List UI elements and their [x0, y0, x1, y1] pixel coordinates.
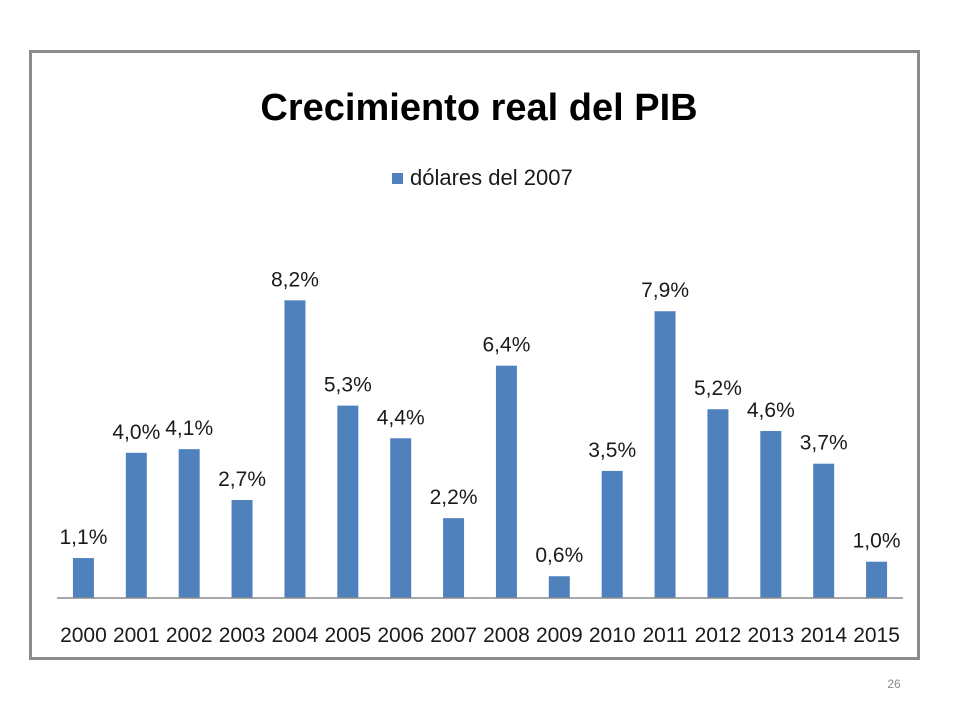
x-tick-2001: 2001 [113, 624, 160, 647]
x-tick-2004: 2004 [272, 624, 319, 647]
slide-number: 26 [887, 677, 901, 691]
bar-chart: Crecimiento real del PIB dólares del 200… [57, 87, 903, 647]
bar-2003 [231, 499, 253, 598]
x-tick-2002: 2002 [166, 624, 213, 647]
chart-frame: Crecimiento real del PIB dólares del 200… [29, 50, 920, 660]
bar-2011 [654, 311, 676, 598]
x-tick-2005: 2005 [324, 624, 371, 647]
data-label-2011: 7,9% [641, 279, 689, 302]
x-tick-2015: 2015 [853, 624, 900, 647]
x-tick-2008: 2008 [483, 624, 530, 647]
bar-2009 [548, 576, 570, 598]
data-label-2010: 3,5% [588, 439, 636, 462]
x-tick-2009: 2009 [536, 624, 583, 647]
bar-2008 [495, 365, 517, 598]
x-tick-2000: 2000 [60, 624, 107, 647]
data-label-2015: 1,0% [853, 530, 901, 553]
bar-2005 [337, 405, 359, 598]
bar-2015 [866, 561, 888, 598]
data-label-2012: 5,2% [694, 377, 742, 400]
data-label-2013: 4,6% [747, 399, 795, 422]
bar-2002 [178, 449, 200, 598]
bar-2006 [390, 438, 412, 598]
bar-2001 [125, 452, 147, 598]
data-label-2009: 0,6% [535, 544, 583, 567]
data-label-2002: 4,1% [165, 417, 213, 440]
data-labels: 1,1% 4,0% 4,1% 2,7% 8,2% 5,3%4,4% 2,2% 6,4% 0,6%… [60, 268, 901, 567]
data-label-2007: 2,2% [430, 486, 478, 509]
chart-title: Crecimiento real del PIB [260, 87, 697, 129]
data-label-2001: 4,0% [112, 421, 160, 444]
x-tick-2014: 2014 [800, 624, 847, 647]
data-label-2003: 2,7% [218, 468, 266, 491]
bar-2010 [601, 470, 623, 598]
x-tick-2007: 2007 [430, 624, 477, 647]
legend-label: dólares del 2007 [410, 165, 573, 190]
x-tick-2010: 2010 [589, 624, 636, 647]
data-label-2006: 4,4% [377, 406, 425, 429]
legend: dólares del 2007 [392, 165, 573, 190]
bar-2012 [707, 409, 729, 598]
data-label-2000: 1,1% [60, 526, 108, 549]
x-tick-2006: 2006 [377, 624, 424, 647]
data-label-2005: 5,3% [324, 374, 372, 397]
legend-swatch [392, 173, 403, 184]
x-tick-2011: 2011 [642, 624, 687, 647]
x-tick-labels: 2000 2001 2002 2003 2004 2005 2006 2007 2008 2009… [60, 624, 900, 647]
data-label-2008: 6,4% [483, 334, 531, 357]
bar-2000 [72, 558, 94, 598]
bar-2013 [760, 431, 782, 598]
bar-2014 [813, 463, 835, 598]
x-tick-2003: 2003 [219, 624, 266, 647]
bar-2004 [284, 300, 306, 598]
x-tick-2012: 2012 [695, 624, 742, 647]
bars [72, 300, 888, 598]
bar-2007 [443, 518, 465, 598]
x-tick-2013: 2013 [747, 624, 794, 647]
data-label-2014: 3,7% [800, 432, 848, 455]
data-label-2004: 8,2% [271, 268, 319, 291]
